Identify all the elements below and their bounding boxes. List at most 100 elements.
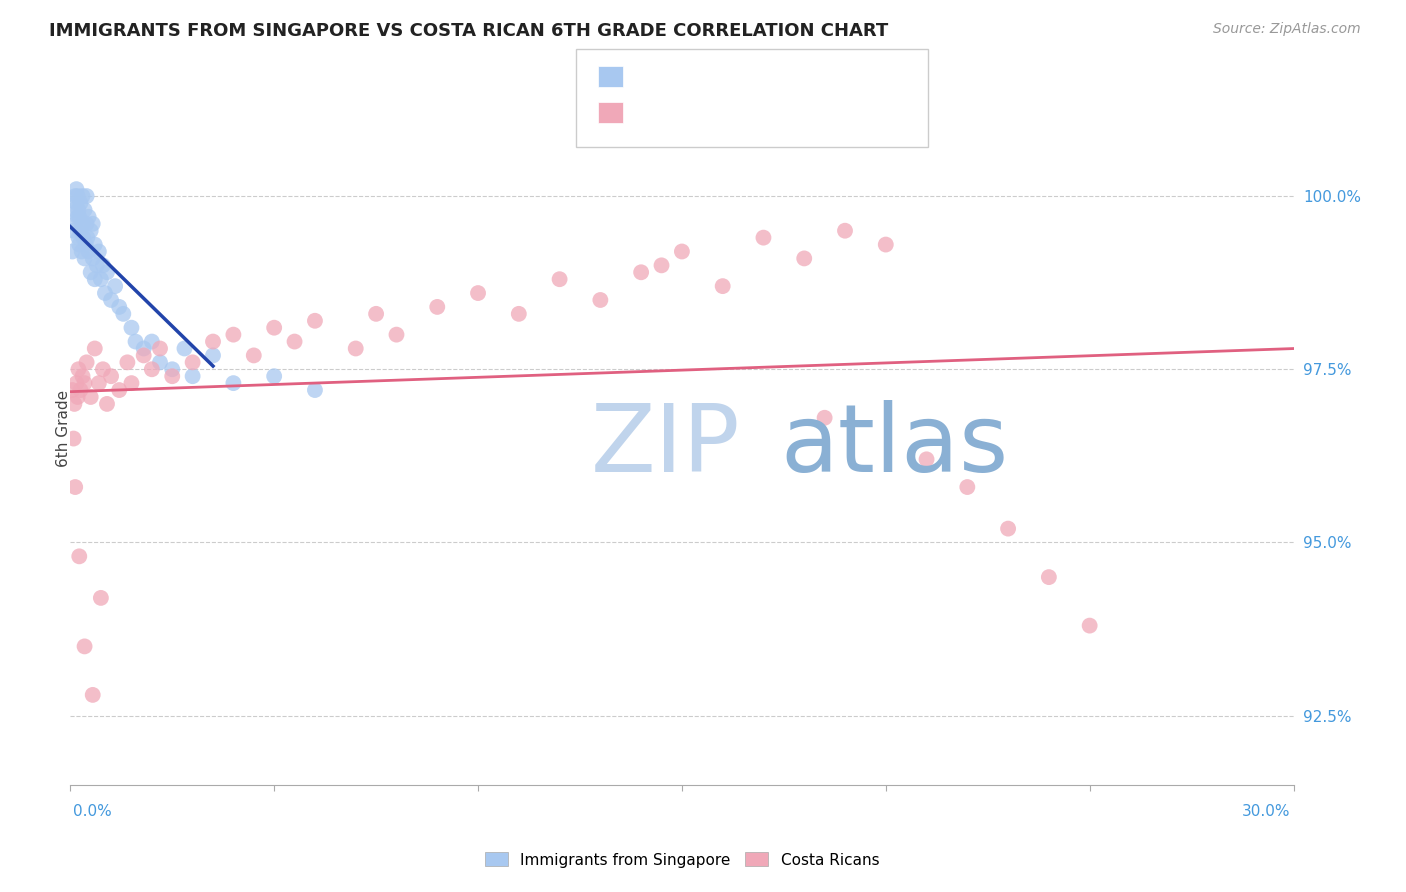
Point: [1078, 618, 1101, 632]
Point: [60, 244, 83, 259]
Point: [548, 272, 571, 286]
Point: [67, 202, 90, 217]
Point: [63, 189, 86, 203]
Point: [141, 334, 163, 349]
Point: [202, 334, 225, 349]
Point: [82, 688, 104, 702]
Text: R = 0.486   N = 57: R = 0.486 N = 57: [634, 103, 792, 120]
Point: [162, 362, 183, 376]
Point: [75, 237, 97, 252]
Point: [83, 237, 105, 252]
Point: [711, 279, 734, 293]
Point: [132, 348, 155, 362]
Point: [426, 300, 449, 314]
Point: [284, 334, 307, 349]
Point: [67, 362, 90, 376]
Point: [124, 334, 146, 349]
Point: [73, 640, 96, 654]
Point: [96, 397, 118, 411]
Point: [83, 342, 105, 356]
Point: [79, 224, 103, 238]
Point: [73, 252, 96, 266]
Point: [752, 230, 775, 244]
Point: [69, 383, 91, 397]
Point: [117, 355, 139, 369]
Point: [100, 293, 122, 307]
Point: [90, 272, 112, 286]
Point: [66, 189, 89, 203]
Point: [508, 307, 530, 321]
Point: [104, 279, 127, 293]
Point: [222, 376, 245, 391]
Point: [62, 224, 84, 238]
Y-axis label: 6th Grade: 6th Grade: [56, 390, 70, 467]
Point: [108, 300, 131, 314]
Point: [67, 237, 90, 252]
Point: [67, 210, 90, 224]
Point: [100, 369, 122, 384]
Point: [65, 376, 87, 391]
Point: [90, 591, 112, 605]
Point: [67, 549, 90, 564]
Point: [263, 320, 285, 334]
Point: [76, 355, 98, 369]
Point: [76, 230, 98, 244]
Point: [63, 397, 86, 411]
Point: [72, 230, 94, 244]
Point: [70, 244, 93, 259]
Point: [834, 224, 856, 238]
Point: [997, 522, 1019, 536]
Point: [385, 327, 408, 342]
Point: [344, 342, 367, 356]
Point: [132, 342, 155, 356]
Point: [69, 224, 91, 238]
Point: [304, 383, 326, 397]
Point: [121, 320, 143, 334]
Point: [76, 217, 98, 231]
Point: [366, 307, 388, 321]
Point: [814, 410, 837, 425]
Point: [1038, 570, 1060, 584]
Point: [181, 369, 204, 384]
Point: [79, 265, 103, 279]
Point: [630, 265, 652, 279]
Point: [82, 217, 104, 231]
Point: [91, 362, 114, 376]
Point: [304, 314, 326, 328]
Point: [243, 348, 266, 362]
Point: [86, 258, 108, 272]
Point: [65, 196, 87, 211]
Point: [96, 265, 118, 279]
Point: [72, 369, 94, 384]
Point: [73, 376, 96, 391]
Point: [94, 286, 117, 301]
Point: [589, 293, 612, 307]
Text: 30.0%: 30.0%: [1243, 805, 1291, 819]
Point: [108, 383, 131, 397]
Text: IMMIGRANTS FROM SINGAPORE VS COSTA RICAN 6TH GRADE CORRELATION CHART: IMMIGRANTS FROM SINGAPORE VS COSTA RICAN…: [49, 22, 889, 40]
Point: [112, 307, 135, 321]
Point: [72, 217, 94, 231]
Point: [162, 369, 183, 384]
Point: [149, 342, 172, 356]
Point: [875, 237, 897, 252]
Point: [67, 230, 90, 244]
Point: [65, 182, 87, 196]
Point: [73, 202, 96, 217]
Point: [66, 390, 89, 404]
Point: [76, 189, 98, 203]
Text: atlas: atlas: [780, 400, 1008, 492]
Text: Source: ZipAtlas.com: Source: ZipAtlas.com: [1213, 22, 1361, 37]
Point: [149, 355, 172, 369]
Point: [72, 189, 94, 203]
Point: [63, 480, 86, 494]
Point: [83, 272, 105, 286]
Text: ZIP: ZIP: [591, 400, 740, 492]
Point: [66, 210, 89, 224]
Point: [82, 252, 104, 266]
Point: [79, 390, 103, 404]
Point: [671, 244, 693, 259]
Legend: Immigrants from Singapore, Costa Ricans: Immigrants from Singapore, Costa Ricans: [478, 847, 886, 873]
Point: [63, 202, 86, 217]
Point: [87, 244, 110, 259]
